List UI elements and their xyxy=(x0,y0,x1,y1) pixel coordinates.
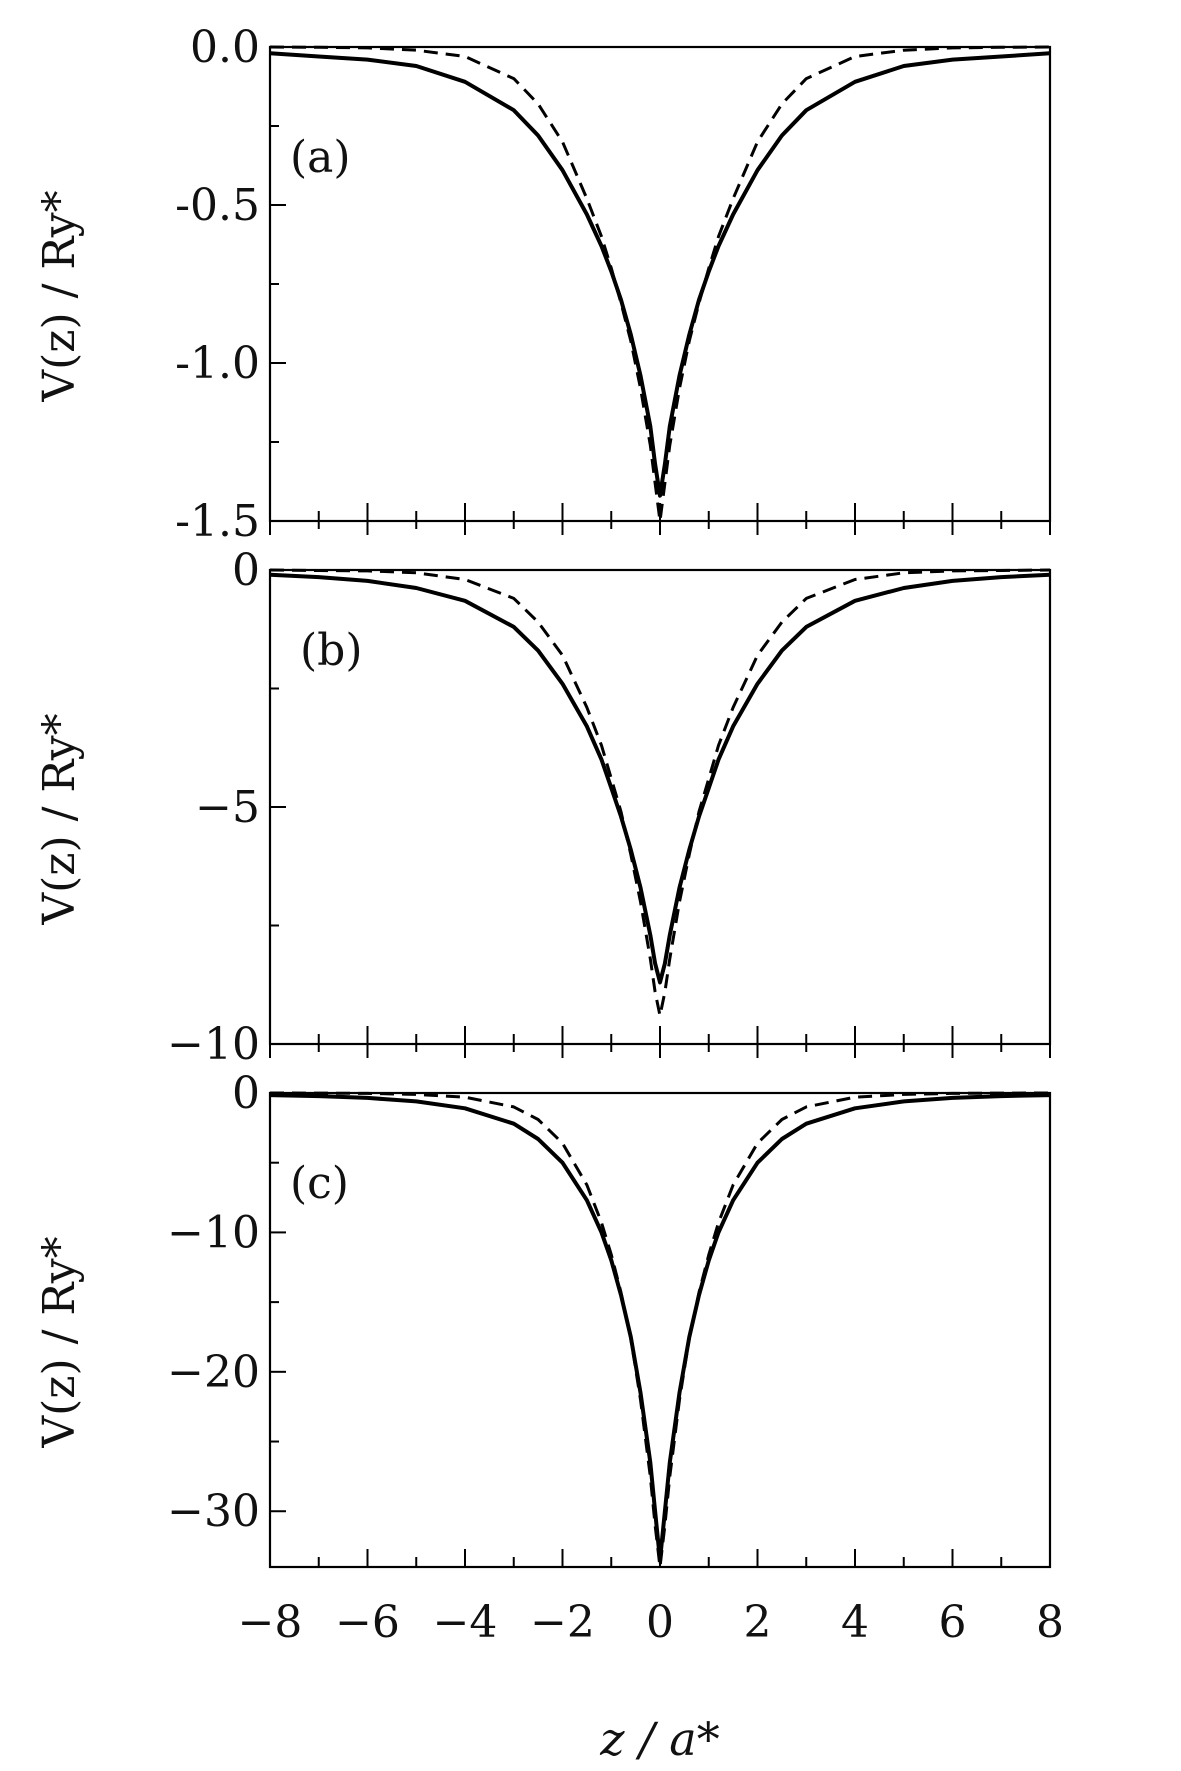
x-tick-label: 8 xyxy=(1036,1597,1064,1648)
y-tick-label: −5 xyxy=(195,782,260,833)
y-axis-label: V(z) / Ry* xyxy=(34,713,85,925)
panel-label: (a) xyxy=(290,132,351,183)
x-axis-label: z / a* xyxy=(599,1712,719,1766)
x-tick-label: 2 xyxy=(744,1597,772,1648)
panel-label: (b) xyxy=(300,625,363,676)
x-tick-label: −4 xyxy=(433,1597,498,1648)
plot-frame xyxy=(268,568,1052,1046)
y-axis-label: V(z) / Ry* xyxy=(34,1236,85,1448)
y-tick-label: −30 xyxy=(167,1486,260,1537)
y-tick-label: 0.0 xyxy=(190,22,260,73)
y-tick-label: −10 xyxy=(167,1207,260,1258)
y-tick-label: −10 xyxy=(167,1019,260,1070)
panels: 0.0 -0.5 -1.0 -1.5 V(z) / Ry* (a) 0 −5 −10 V(z) /… xyxy=(34,22,1064,1766)
x-tick-label: 4 xyxy=(841,1597,869,1648)
panel-label: (c) xyxy=(290,1158,349,1209)
panel-a: 0.0 -0.5 -1.0 -1.5 V(z) / Ry* (a) xyxy=(34,22,1052,547)
dashed-curve xyxy=(269,568,1051,1018)
panel-c: 0−10−20−30−8 −6 −4 −2 0 2 4 6 8V(z) / Ry*(c)z / … xyxy=(34,1068,1064,1766)
x-tick-label: 0 xyxy=(646,1597,674,1648)
y-axis-label: V(z) / Ry* xyxy=(34,190,85,402)
y-tick-label: -1.5 xyxy=(175,496,260,547)
solid-curve xyxy=(269,1093,1051,1562)
y-tick-label: 0 xyxy=(232,545,260,596)
y-tick-label: 0 xyxy=(232,1068,260,1119)
y-tick-label: −20 xyxy=(167,1347,260,1398)
y-tick-label: -1.0 xyxy=(175,338,260,389)
dashed-curve xyxy=(269,1091,1051,1569)
x-tick-label: −6 xyxy=(335,1597,400,1648)
y-tick-label: -0.5 xyxy=(175,180,260,231)
x-tick-label: −8 xyxy=(238,1597,303,1648)
x-tick-label: −2 xyxy=(530,1597,595,1648)
plot-frame xyxy=(268,45,1052,523)
solid-curve xyxy=(269,51,1051,498)
panel-b: 0 −5 −10 V(z) / Ry* (b) xyxy=(34,545,1052,1070)
dashed-curve xyxy=(269,45,1051,523)
x-tick-label: 6 xyxy=(939,1597,967,1648)
solid-curve xyxy=(269,572,1051,985)
plot-frame xyxy=(268,1091,1052,1569)
